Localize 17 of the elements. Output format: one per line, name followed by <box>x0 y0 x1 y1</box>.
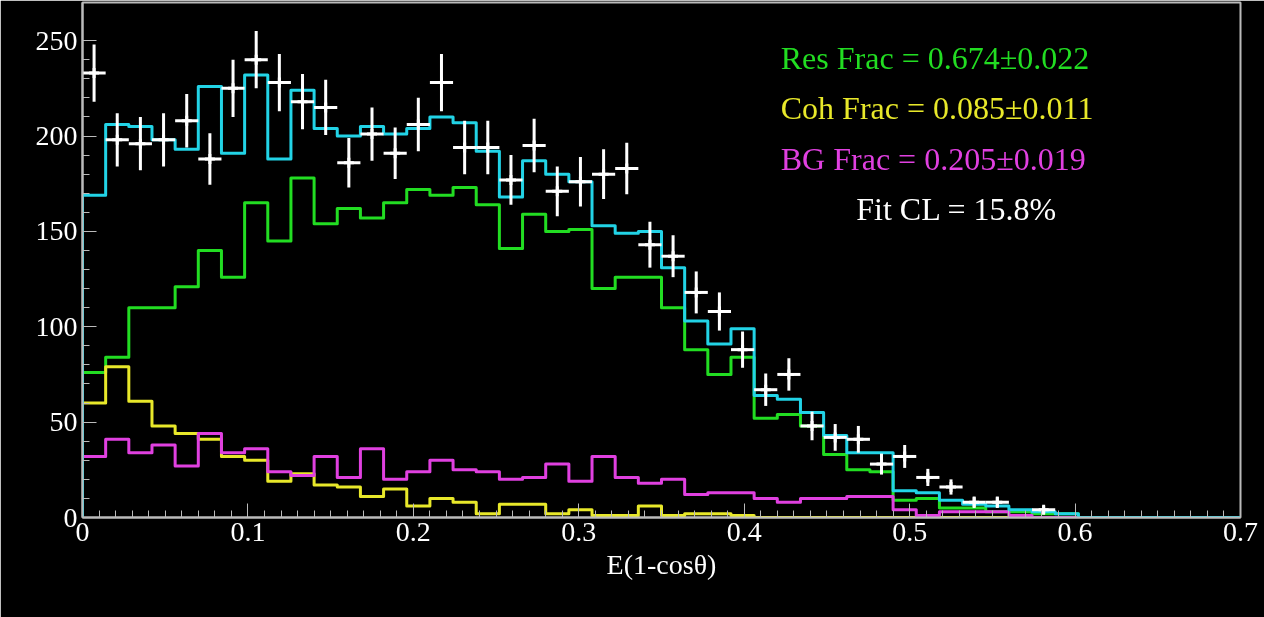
y-tick-label: 200 <box>35 120 78 152</box>
y-tick-label: 150 <box>35 215 78 247</box>
text: Res Frac = 0.674±0.022 <box>780 39 1090 76</box>
text: BG Frac = 0.205±0.019 <box>780 140 1086 177</box>
x-tick-label: 0.2 <box>395 515 431 547</box>
x-axis-title: E(1-cosθ) <box>606 548 717 580</box>
x-tick-label: 0.3 <box>561 515 597 547</box>
text: Coh Frac = 0.085±0.011 <box>780 90 1094 127</box>
y-tick-label: 100 <box>35 310 78 342</box>
y-tick-label: 250 <box>35 24 78 56</box>
x-tick-label: 0.7 <box>1223 515 1258 547</box>
x-tick-label: 0.6 <box>1057 515 1093 547</box>
annotation: Fit CL = 15.8% <box>856 191 1057 228</box>
y-tick-label: 50 <box>49 406 78 438</box>
x-tick-label: 0.4 <box>726 515 762 547</box>
x-tick-label: 0.5 <box>892 515 928 547</box>
x-tick-label: 0.1 <box>230 515 266 547</box>
